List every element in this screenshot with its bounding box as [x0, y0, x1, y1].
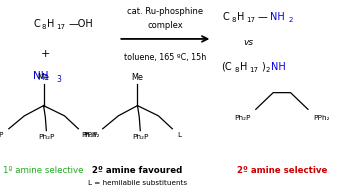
Text: Ph₂P: Ph₂P	[38, 134, 55, 140]
Text: +: +	[40, 49, 50, 59]
Text: H: H	[240, 62, 247, 72]
Text: ): )	[261, 62, 264, 72]
Text: 8: 8	[42, 24, 46, 30]
Text: Ph₂P: Ph₂P	[234, 115, 251, 121]
Text: PPh₂: PPh₂	[313, 115, 330, 121]
Text: —: —	[258, 12, 267, 22]
Text: L: L	[178, 132, 182, 139]
Text: PPh₂: PPh₂	[83, 132, 100, 139]
Text: H: H	[47, 19, 55, 29]
Text: —OH: —OH	[68, 19, 93, 29]
Text: 8: 8	[234, 67, 239, 73]
Text: 8: 8	[231, 17, 236, 23]
Text: Me: Me	[132, 74, 143, 82]
Text: C: C	[33, 19, 40, 29]
Text: 17: 17	[250, 67, 258, 73]
Text: NH: NH	[33, 71, 49, 81]
Text: Me: Me	[38, 74, 49, 82]
Text: 2: 2	[266, 67, 270, 73]
Text: 1º amine selective: 1º amine selective	[3, 166, 84, 175]
Text: NH: NH	[271, 62, 286, 72]
Text: toluene, 165 ºC, 15h: toluene, 165 ºC, 15h	[124, 53, 207, 62]
Text: complex: complex	[147, 22, 183, 30]
Text: L = hemilabile substituents: L = hemilabile substituents	[88, 180, 187, 186]
Text: 2: 2	[289, 17, 293, 23]
Text: 3: 3	[57, 75, 62, 84]
Text: 2º amine selective: 2º amine selective	[237, 166, 327, 175]
Text: Ph₂P: Ph₂P	[81, 132, 98, 139]
Text: 2º amine favoured: 2º amine favoured	[92, 166, 182, 175]
Text: (C: (C	[221, 62, 231, 72]
Text: 17: 17	[57, 24, 66, 30]
Text: H: H	[237, 12, 244, 22]
Text: Ph₂P: Ph₂P	[132, 134, 148, 140]
Text: vs: vs	[244, 38, 254, 47]
Text: C: C	[223, 12, 229, 22]
Text: cat. Ru-phosphine: cat. Ru-phosphine	[127, 7, 203, 16]
Text: 17: 17	[246, 17, 255, 23]
Text: Ph₂P: Ph₂P	[0, 132, 4, 139]
Text: NH: NH	[270, 12, 285, 22]
